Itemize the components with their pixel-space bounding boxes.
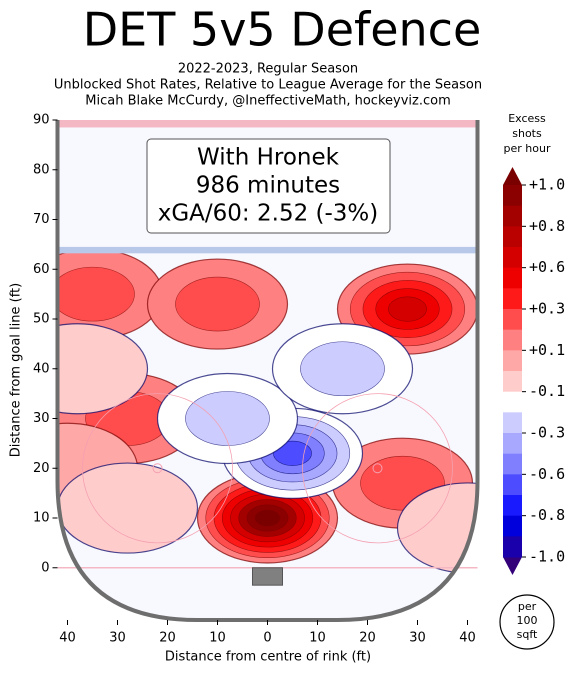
unit-note: 100 [517, 614, 538, 627]
y-axis-label: Distance from goal line (ft) [9, 283, 24, 457]
y-tick-label: 0 [41, 560, 49, 575]
colorbar-tick-label: +0.6 [529, 258, 565, 276]
annotation: With Hronek [197, 145, 340, 171]
colorbar-band [503, 185, 522, 207]
colorbar-band [503, 267, 522, 289]
y-tick-label: 40 [33, 361, 50, 376]
x-tick-label: 30 [109, 631, 126, 646]
y-tick-label: 10 [33, 511, 50, 526]
x-axis-label: Distance from centre of rink (ft) [165, 650, 371, 665]
x-tick-label: 0 [263, 631, 271, 646]
colorbar-tick-label: +0.3 [529, 300, 565, 318]
colorbar-tick-label: -0.3 [529, 424, 565, 442]
faceoff-circle [302, 393, 453, 544]
y-tick-label: 70 [33, 212, 50, 227]
y-tick-label: 90 [33, 113, 50, 128]
x-tick-label: 20 [359, 631, 376, 646]
colorbar-top [503, 167, 522, 185]
faceoff-dot [372, 463, 383, 474]
colorbar-band [503, 412, 522, 434]
colorbar-bottom [503, 557, 522, 575]
x-tick-label: 20 [159, 631, 176, 646]
x-tick-label: 10 [309, 631, 326, 646]
chart-title: DET 5v5 Defence [83, 3, 482, 57]
subtitle: Unblocked Shot Rates, Relative to League… [54, 78, 482, 93]
colorbar-tick-label: -0.6 [529, 465, 565, 483]
contour [57, 266, 135, 322]
unit-circle [499, 594, 555, 650]
unit-note: sqft [517, 628, 538, 641]
contour [185, 391, 270, 446]
annotation: 986 minutes [196, 173, 340, 199]
colorbar-band [503, 515, 522, 537]
colorbar-label: per hour [504, 142, 551, 155]
contour [57, 462, 199, 554]
colorbar-tick-label: -0.1 [529, 382, 565, 400]
red-line [57, 120, 478, 128]
colorbar-tick-label: +0.8 [529, 217, 565, 235]
colorbar-tick-label: -1.0 [529, 548, 565, 566]
y-tick-label: 80 [33, 162, 50, 177]
annotation-box [146, 138, 391, 234]
y-tick-label: 30 [33, 411, 50, 426]
colorbar-tick-label: +0.1 [529, 341, 565, 359]
x-tick-label: 10 [209, 631, 226, 646]
unit-note: per [518, 600, 537, 613]
contour [300, 341, 385, 397]
y-tick-label: 60 [33, 262, 50, 277]
colorbar-band [503, 453, 522, 475]
colorbar-band [503, 309, 522, 331]
faceoff-circle [82, 393, 233, 544]
contour [388, 296, 427, 322]
colorbar-band [503, 247, 522, 269]
annotation: xGA/60: 2.52 (-3%) [158, 201, 379, 227]
faceoff-dot [152, 463, 163, 474]
colorbar-tick-label: +1.0 [529, 176, 565, 194]
contour [254, 509, 281, 527]
y-tick-label: 20 [33, 461, 50, 476]
colorbar-band [503, 329, 522, 351]
colorbar-label: shots [512, 127, 542, 140]
colorbar-band [503, 433, 522, 455]
x-tick-label: 40 [459, 631, 476, 646]
colorbar-band [503, 536, 522, 558]
colorbar-label: Excess [508, 112, 546, 125]
colorbar-band [503, 226, 522, 248]
contour [57, 323, 149, 415]
colorbar-band [503, 288, 522, 310]
contour [175, 276, 260, 332]
subtitle: Micah Blake McCurdy, @IneffectiveMath, h… [85, 94, 451, 109]
y-tick-label: 50 [33, 312, 50, 327]
colorbar-band [503, 205, 522, 227]
colorbar-band [503, 474, 522, 496]
colorbar-tick-label: -0.8 [529, 506, 565, 524]
blue-line [57, 246, 478, 254]
contour [273, 440, 312, 466]
colorbar-band [503, 495, 522, 517]
colorbar-band [503, 371, 522, 393]
x-tick-label: 30 [409, 631, 426, 646]
x-tick-label: 40 [59, 631, 76, 646]
subtitle: 2022-2023, Regular Season [178, 62, 358, 77]
net [252, 567, 283, 586]
colorbar-band [503, 350, 522, 372]
colorbar-band [503, 391, 522, 413]
